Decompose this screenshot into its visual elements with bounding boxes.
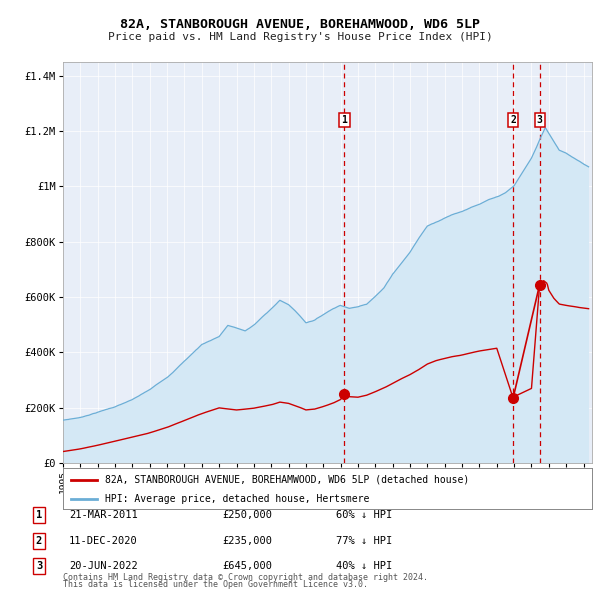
Text: 2: 2 bbox=[510, 115, 516, 125]
Text: 3: 3 bbox=[536, 115, 542, 125]
Text: 60% ↓ HPI: 60% ↓ HPI bbox=[336, 510, 392, 520]
Text: £645,000: £645,000 bbox=[222, 562, 272, 571]
Text: Contains HM Land Registry data © Crown copyright and database right 2024.: Contains HM Land Registry data © Crown c… bbox=[63, 573, 428, 582]
Text: HPI: Average price, detached house, Hertsmere: HPI: Average price, detached house, Hert… bbox=[106, 494, 370, 503]
Text: 20-JUN-2022: 20-JUN-2022 bbox=[69, 562, 138, 571]
Text: £250,000: £250,000 bbox=[222, 510, 272, 520]
Text: 77% ↓ HPI: 77% ↓ HPI bbox=[336, 536, 392, 546]
Text: 11-DEC-2020: 11-DEC-2020 bbox=[69, 536, 138, 546]
Text: 1: 1 bbox=[341, 115, 347, 125]
Text: £235,000: £235,000 bbox=[222, 536, 272, 546]
Text: 1: 1 bbox=[36, 510, 42, 520]
Text: 82A, STANBOROUGH AVENUE, BOREHAMWOOD, WD6 5LP: 82A, STANBOROUGH AVENUE, BOREHAMWOOD, WD… bbox=[120, 18, 480, 31]
Text: Price paid vs. HM Land Registry's House Price Index (HPI): Price paid vs. HM Land Registry's House … bbox=[107, 32, 493, 42]
Text: 40% ↓ HPI: 40% ↓ HPI bbox=[336, 562, 392, 571]
Text: 2: 2 bbox=[36, 536, 42, 546]
Text: 3: 3 bbox=[36, 562, 42, 571]
Text: 21-MAR-2011: 21-MAR-2011 bbox=[69, 510, 138, 520]
Text: This data is licensed under the Open Government Licence v3.0.: This data is licensed under the Open Gov… bbox=[63, 580, 368, 589]
Text: 82A, STANBOROUGH AVENUE, BOREHAMWOOD, WD6 5LP (detached house): 82A, STANBOROUGH AVENUE, BOREHAMWOOD, WD… bbox=[106, 475, 470, 485]
